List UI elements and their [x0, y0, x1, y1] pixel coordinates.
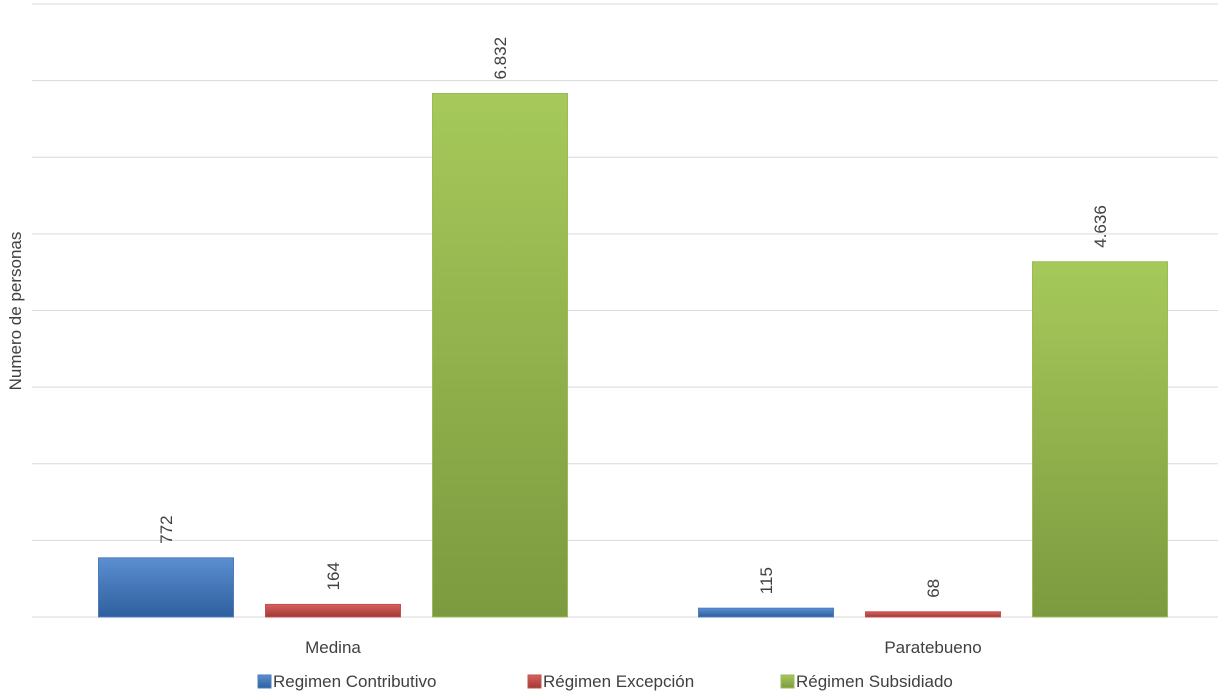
bars-group	[98, 92, 1168, 618]
legend-label-0: Regimen Contributivo	[273, 672, 436, 691]
data-labels-group: 772 164 6.832 115 68 4.636	[157, 37, 1110, 598]
y-axis-label: Numero de personas	[6, 232, 25, 391]
bar-paratebueno-series-0	[698, 607, 834, 618]
category-labels-group: Medina Paratebueno	[305, 638, 982, 657]
category-label-paratebueno: Paratebueno	[884, 638, 981, 657]
data-label: 772	[157, 515, 176, 543]
legend-swatch-0	[257, 674, 272, 689]
gridlines	[32, 3, 1218, 618]
data-label: 164	[324, 562, 343, 590]
bar-medina-series-0	[98, 557, 234, 618]
data-label: 115	[757, 567, 776, 594]
data-label: 68	[924, 579, 943, 598]
legend-swatch-1	[527, 674, 542, 689]
bar-paratebueno-series-1	[865, 611, 1001, 618]
legend-label-1: Régimen Excepción	[543, 672, 694, 691]
bar-medina-series-2	[432, 92, 568, 618]
data-label: 4.636	[1091, 205, 1110, 248]
category-label-medina: Medina	[305, 638, 361, 657]
data-label: 6.832	[491, 37, 510, 80]
legend-swatch-2	[780, 674, 795, 689]
bar-medina-series-1	[265, 603, 401, 618]
legend-label-2: Régimen Subsidiado	[796, 672, 953, 691]
bar-paratebueno-series-2	[1032, 261, 1168, 618]
legend: Regimen Contributivo Régimen Excepción Rég…	[257, 672, 953, 691]
